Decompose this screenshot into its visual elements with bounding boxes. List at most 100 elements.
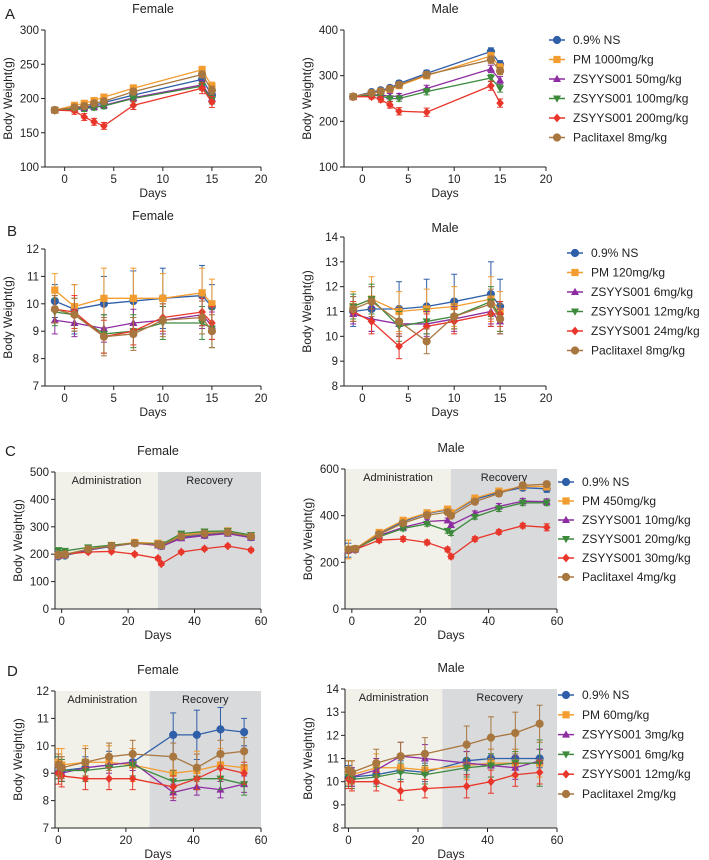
data-point xyxy=(518,481,527,490)
x-tick-label: 60 xyxy=(551,616,564,628)
x-axis-label: Days xyxy=(437,628,464,642)
phase-label-recovery: Recovery xyxy=(182,694,229,706)
data-point xyxy=(542,499,551,508)
y-axis-label: Body Weight(g) xyxy=(11,718,25,800)
legend-marker xyxy=(553,55,561,64)
legend-entry: ZSYYS001 100mg/kg xyxy=(573,92,688,106)
y-tick-label: 0 xyxy=(333,604,339,616)
legend-entry: 0.9% NS xyxy=(591,246,638,260)
legend-marker xyxy=(552,133,562,142)
chart-title: Female xyxy=(137,444,179,458)
data-point xyxy=(443,516,452,524)
data-point xyxy=(129,87,138,96)
chart-title: Female xyxy=(137,663,179,677)
data-point xyxy=(198,66,206,74)
y-tick-label: 12 xyxy=(325,282,338,294)
data-point xyxy=(128,749,137,759)
legend-entry: ZSYYS001 200mg/kg xyxy=(573,111,688,125)
data-point xyxy=(104,752,114,761)
data-point xyxy=(99,332,109,341)
y-tick-label: 250 xyxy=(20,59,39,71)
y-tick-label: 13 xyxy=(325,257,338,269)
legend-marker xyxy=(571,287,579,295)
y-axis-label: Body Weight(g) xyxy=(11,499,25,581)
x-tick-label: 20 xyxy=(255,174,268,186)
legend-entry: ZSYYS001 6mg/kg xyxy=(591,285,693,299)
y-tick-label: 10 xyxy=(326,777,339,789)
data-point xyxy=(486,733,496,742)
x-tick-label: 15 xyxy=(206,393,219,405)
data-point xyxy=(159,294,167,302)
legend-c: 0.9% NS PM 450mg/kg ZSYYS001 10mg/kg ZSYYS0… xyxy=(558,475,691,584)
data-point xyxy=(394,80,404,89)
data-point xyxy=(399,525,408,533)
data-point xyxy=(447,520,455,528)
data-point xyxy=(240,747,249,756)
data-point xyxy=(130,549,139,559)
data-point xyxy=(495,314,505,324)
series-6 xyxy=(54,737,249,782)
x-tick-label: 60 xyxy=(255,616,268,628)
x-tick-label: 0 xyxy=(55,835,61,847)
data-point xyxy=(495,67,505,76)
x-tick-label: 5 xyxy=(405,393,411,405)
data-point xyxy=(496,98,504,108)
legend-entry: 0.9% NS xyxy=(573,33,620,47)
legend-entry: Paclitaxel 4mg/kg xyxy=(582,570,676,584)
x-tick-label: 0 xyxy=(345,835,351,847)
data-point xyxy=(90,117,98,127)
data-point xyxy=(100,93,108,101)
data-point xyxy=(198,83,206,93)
legend-entry: ZSYYS001 10mg/kg xyxy=(582,513,691,527)
data-point xyxy=(494,505,503,513)
x-axis-label: Days xyxy=(431,405,458,419)
y-axis-label: Body Weight(g) xyxy=(301,498,315,580)
data-point xyxy=(399,519,408,528)
y-tick-label: 8 xyxy=(333,823,339,835)
data-point xyxy=(128,774,137,784)
chart-title: Male xyxy=(431,221,458,235)
data-point xyxy=(80,101,89,111)
y-axis-label: Body Weight(g) xyxy=(300,57,314,139)
y-tick-label: 100 xyxy=(319,162,338,174)
y-tick-label: 400 xyxy=(320,511,339,523)
data-point xyxy=(471,534,479,544)
data-point xyxy=(511,728,520,738)
data-point xyxy=(396,769,405,777)
legend-b: 0.9% NS PM 120mg/kg ZSYYS001 6mg/kg ZSYYS00… xyxy=(567,246,700,358)
legend-entry: ZSYYS001 6mg/kg xyxy=(582,747,684,761)
data-point xyxy=(81,758,90,767)
legend-entry: 0.9% NS xyxy=(582,688,629,702)
data-point xyxy=(169,752,178,761)
chart-b-male: 8 9 10 11 12 13 14 0 5 10 15 20 Male Days Body Weight(… xyxy=(300,221,552,419)
data-point xyxy=(487,81,495,91)
data-point xyxy=(450,312,459,321)
y-tick-label: 11 xyxy=(327,754,339,766)
y-tick-label: 100 xyxy=(20,162,39,174)
legend-marker xyxy=(562,515,570,523)
phase-label-recovery: Recovery xyxy=(476,692,523,704)
data-point xyxy=(443,527,452,536)
legend-d: 0.9% NS PM 60mg/kg ZSYYS001 3mg/kg ZSYYS001… xyxy=(558,688,691,801)
data-point xyxy=(51,286,59,294)
x-axis-label: Days xyxy=(431,186,458,200)
data-point xyxy=(81,774,90,784)
x-tick-label: 20 xyxy=(414,616,427,628)
data-point xyxy=(385,84,395,94)
data-point xyxy=(50,106,59,115)
data-point xyxy=(99,97,109,106)
data-point xyxy=(372,759,381,768)
data-point xyxy=(54,550,63,559)
chart-b-female: 7 8 9 10 11 12 0 5 10 15 20 Female Days Body Weight(g… xyxy=(1,209,267,419)
x-tick-label: 10 xyxy=(448,393,461,405)
y-tick-label: 300 xyxy=(319,71,338,83)
data-point xyxy=(420,749,430,758)
y-tick-label: 11 xyxy=(37,713,49,725)
data-point xyxy=(349,92,358,101)
legend-entry: PM 1000mg/kg xyxy=(573,53,654,67)
y-tick-label: 150 xyxy=(20,128,39,140)
legend-marker xyxy=(562,769,570,779)
data-point xyxy=(423,520,432,529)
x-tick-label: 5 xyxy=(111,393,117,405)
data-point xyxy=(169,782,177,792)
